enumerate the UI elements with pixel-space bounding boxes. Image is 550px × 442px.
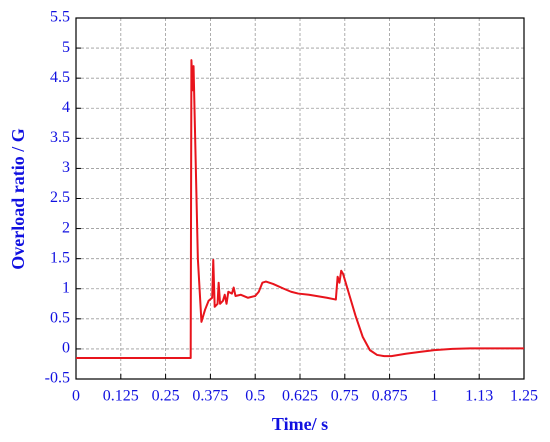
x-tick-label: 0.125 — [103, 388, 139, 405]
y-tick-label: 5.5 — [50, 9, 70, 26]
x-tick-label: 0.375 — [192, 388, 228, 405]
y-tick-label: 2.5 — [50, 189, 70, 206]
y-tick-label: 3.5 — [50, 129, 70, 146]
x-tick-label: 1 — [430, 388, 438, 405]
y-tick-label: 1 — [62, 279, 70, 296]
x-tick-label: 1.13 — [465, 388, 493, 405]
y-tick-label: 5 — [62, 39, 70, 56]
plot-frame — [75, 17, 525, 380]
x-tick-label: 0.875 — [372, 388, 408, 405]
y-axis-title: Overload ratio / G — [8, 128, 28, 269]
data-line — [76, 59, 524, 359]
y-tick-label: 1.5 — [50, 249, 70, 266]
x-axis-title: Time/ s — [272, 414, 328, 434]
y-tick-label: 4 — [62, 99, 70, 116]
x-tick-label: 0.625 — [282, 388, 318, 405]
y-tick-label: 2 — [62, 219, 70, 236]
x-tick-label: 0.5 — [245, 388, 265, 405]
y-tick-label: 0.5 — [50, 310, 70, 327]
y-tick-label: 0 — [62, 340, 70, 357]
x-tick-label: 0 — [72, 388, 80, 405]
y-tick-label: 4.5 — [50, 69, 70, 86]
x-tick-label: 0.75 — [331, 388, 359, 405]
y-tick-label: 3 — [62, 159, 70, 176]
x-tick-label: 0.25 — [152, 388, 180, 405]
x-tick-label: 1.25 — [510, 388, 538, 405]
y-tick-label: -0.5 — [45, 370, 70, 387]
